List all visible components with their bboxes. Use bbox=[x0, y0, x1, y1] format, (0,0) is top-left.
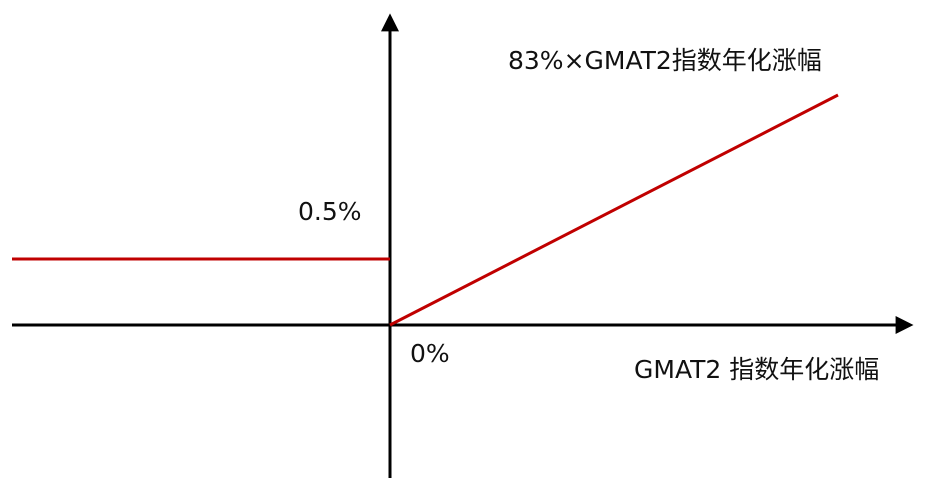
floor-label: 0.5% bbox=[298, 197, 362, 226]
slope-line bbox=[389, 93, 839, 327]
x-axis-label: GMAT2 指数年化涨幅 bbox=[634, 355, 879, 384]
slope-label: 83%×GMAT2指数年化涨幅 bbox=[508, 46, 822, 75]
origin-label: 0% bbox=[410, 339, 450, 368]
